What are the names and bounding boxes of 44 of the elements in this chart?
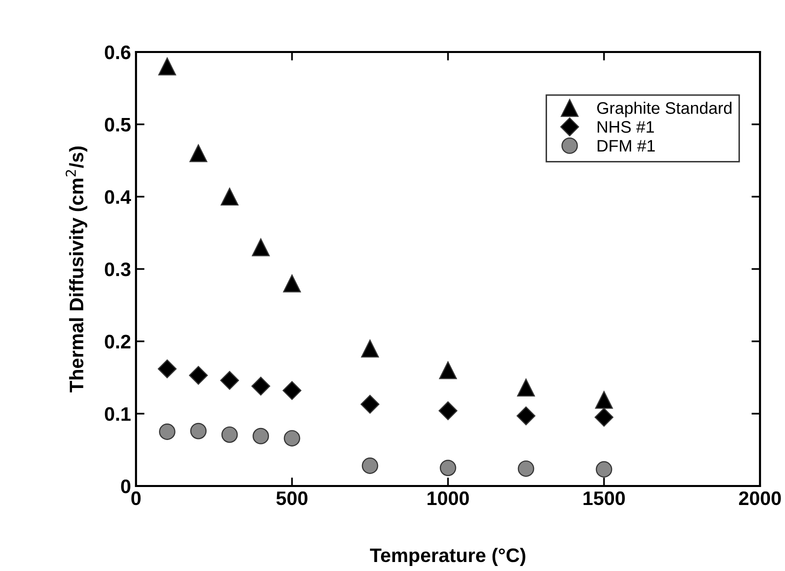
y-tick-label: 0.5 <box>104 118 131 132</box>
point <box>439 361 457 380</box>
point <box>594 408 614 427</box>
legend-label: DFM #1 <box>598 140 655 152</box>
point <box>596 461 612 478</box>
x-tick-label: 1500 <box>584 491 625 506</box>
point <box>440 460 456 476</box>
point <box>438 401 458 420</box>
point <box>158 359 177 378</box>
point <box>595 391 613 409</box>
point <box>361 340 379 358</box>
y-tick-label: 0.6 <box>104 45 130 60</box>
point <box>252 238 270 256</box>
x-tick-label: 2000 <box>739 491 781 506</box>
point <box>158 58 176 76</box>
point <box>516 406 536 426</box>
y-tick-label: 0 <box>121 479 130 494</box>
point <box>221 426 238 443</box>
y-tick-label: 0.4 <box>104 190 132 204</box>
point <box>251 376 270 396</box>
x-tick-label: 1000 <box>428 491 469 506</box>
point <box>517 378 535 397</box>
y-axis-title: Thermal Diffusivity (cm$^{2}$/s) <box>66 146 88 392</box>
point <box>220 188 238 206</box>
legend-label: Graphite Standard <box>597 102 732 118</box>
point <box>159 424 176 440</box>
point <box>284 430 300 446</box>
point <box>518 460 534 477</box>
x-tick-label: 500 <box>276 491 308 506</box>
y-tick-label: 0.3 <box>104 262 130 276</box>
point <box>190 144 208 162</box>
y-tick-label: 0.1 <box>104 407 131 421</box>
y-tick-label: 0.2 <box>104 334 130 349</box>
point <box>189 366 208 385</box>
point <box>362 458 378 474</box>
legend-label: NHS #1 <box>598 121 654 133</box>
x-axis-title: Temperature (°C) <box>370 548 526 566</box>
point <box>360 394 380 414</box>
point <box>252 428 269 444</box>
point <box>220 371 239 390</box>
point <box>190 422 207 440</box>
point <box>282 381 302 400</box>
point <box>283 274 301 292</box>
x-tick-label: 0 <box>131 491 141 506</box>
